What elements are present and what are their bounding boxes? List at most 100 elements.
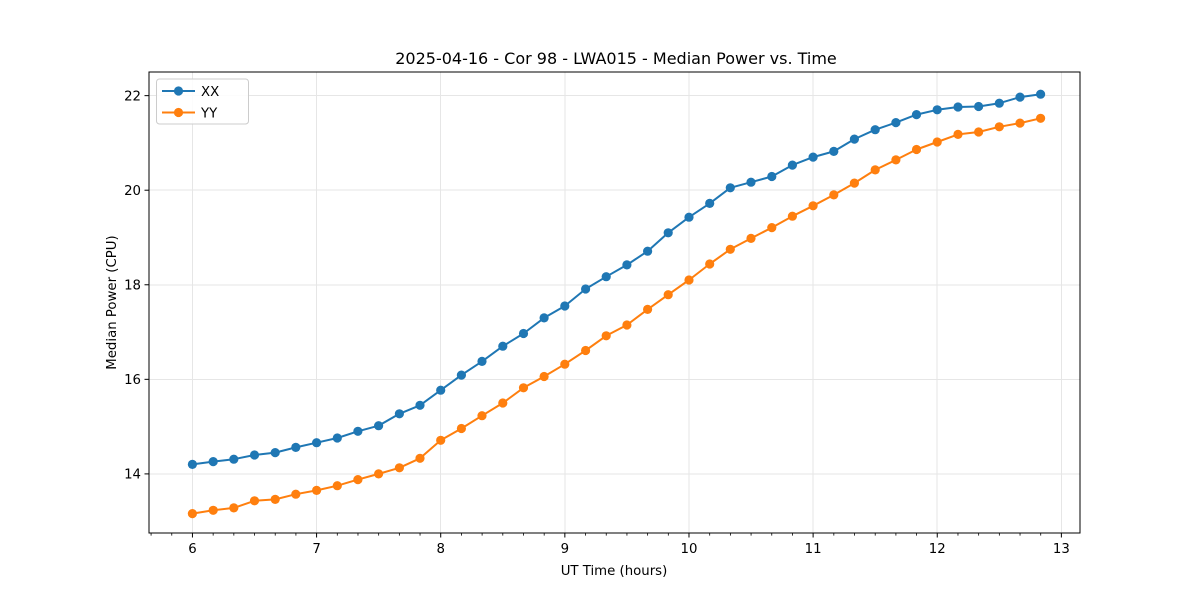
chart-title: 2025-04-16 - Cor 98 - LWA015 - Median Po… (395, 49, 837, 68)
data-point (601, 331, 611, 341)
data-point (705, 198, 715, 208)
data-point (270, 448, 280, 458)
x-tick-label: 10 (681, 542, 698, 557)
data-point (953, 129, 963, 139)
x-tick-label: 12 (929, 542, 946, 557)
data-point (953, 102, 963, 112)
data-point (249, 450, 260, 460)
data-point (353, 426, 363, 436)
data-point (829, 146, 839, 156)
data-point (498, 398, 508, 408)
data-point (291, 489, 301, 499)
data-point (932, 105, 942, 115)
data-point (643, 246, 653, 256)
data-point (394, 463, 404, 473)
data-point (932, 137, 942, 147)
data-point (746, 177, 756, 187)
data-point (312, 485, 322, 495)
x-tick-label: 6 (188, 542, 196, 557)
data-point (684, 212, 694, 222)
legend: XX YY (156, 78, 249, 125)
series-xx (187, 89, 1046, 469)
data-point (1015, 92, 1025, 102)
legend-label: XX (201, 85, 219, 100)
data-point (829, 190, 839, 200)
data-point (187, 459, 197, 469)
data-point (456, 370, 466, 380)
data-point (725, 244, 735, 254)
x-tick-label: 13 (1053, 542, 1070, 557)
data-point (725, 183, 735, 193)
data-point (994, 98, 1004, 108)
data-point (663, 228, 673, 238)
data-point (249, 496, 260, 506)
data-point (746, 233, 756, 243)
data-point (1015, 118, 1025, 128)
data-point (808, 152, 818, 162)
legend-item-yy: YY (162, 106, 218, 121)
series-yy (187, 113, 1046, 519)
data-point (663, 290, 673, 300)
data-point (581, 345, 591, 356)
data-point (1036, 89, 1046, 99)
data-point (208, 457, 218, 467)
data-point (808, 201, 818, 211)
data-point (911, 110, 922, 120)
data-point (270, 494, 280, 504)
data-point (1036, 113, 1046, 123)
data-point (539, 313, 549, 323)
data-point (849, 178, 860, 188)
data-point (767, 171, 777, 182)
data-point (560, 359, 570, 369)
data-point (229, 503, 239, 513)
data-point (974, 127, 984, 137)
data-point (312, 438, 322, 448)
data-point (229, 454, 239, 464)
data-point (705, 259, 715, 269)
data-point (394, 409, 404, 419)
data-point (787, 211, 798, 221)
x-tick-label: 11 (805, 542, 822, 557)
data-point (498, 341, 508, 351)
data-point (767, 223, 777, 233)
grid (149, 72, 1080, 533)
legend-label: YY (200, 106, 218, 121)
y-tick-label: 18 (124, 279, 141, 294)
y-tick-label: 14 (124, 468, 141, 483)
data-point (560, 301, 570, 311)
y-tick-label: 22 (124, 89, 141, 104)
data-point (477, 356, 487, 366)
plot-border (148, 71, 1081, 534)
legend-marker-sample (173, 107, 184, 118)
data-point (622, 260, 632, 270)
data-point (539, 371, 549, 382)
data-point (622, 320, 632, 330)
data-point (477, 411, 487, 421)
legend-marker-sample (173, 86, 184, 96)
data-point (208, 505, 218, 515)
data-point (891, 155, 901, 165)
data-point (581, 284, 591, 294)
data-point (974, 101, 984, 112)
data-point (415, 453, 425, 463)
data-point (436, 385, 446, 395)
data-point (787, 160, 798, 170)
y-axis-label: Median Power (CPU) (105, 235, 120, 369)
data-point (870, 165, 880, 175)
data-point (374, 421, 384, 431)
x-tick-label: 9 (561, 542, 569, 557)
data-point (436, 435, 446, 445)
data-point (518, 328, 529, 339)
data-point (684, 275, 694, 285)
series-layer (187, 89, 1046, 519)
data-point (291, 442, 301, 452)
y-tick-label: 20 (124, 184, 141, 199)
x-axis-label: UT Time (hours) (561, 564, 668, 579)
data-point (456, 423, 466, 434)
data-point (849, 134, 860, 144)
data-point (518, 383, 529, 393)
data-point (353, 475, 363, 485)
legend-item-xx: XX (162, 85, 219, 100)
